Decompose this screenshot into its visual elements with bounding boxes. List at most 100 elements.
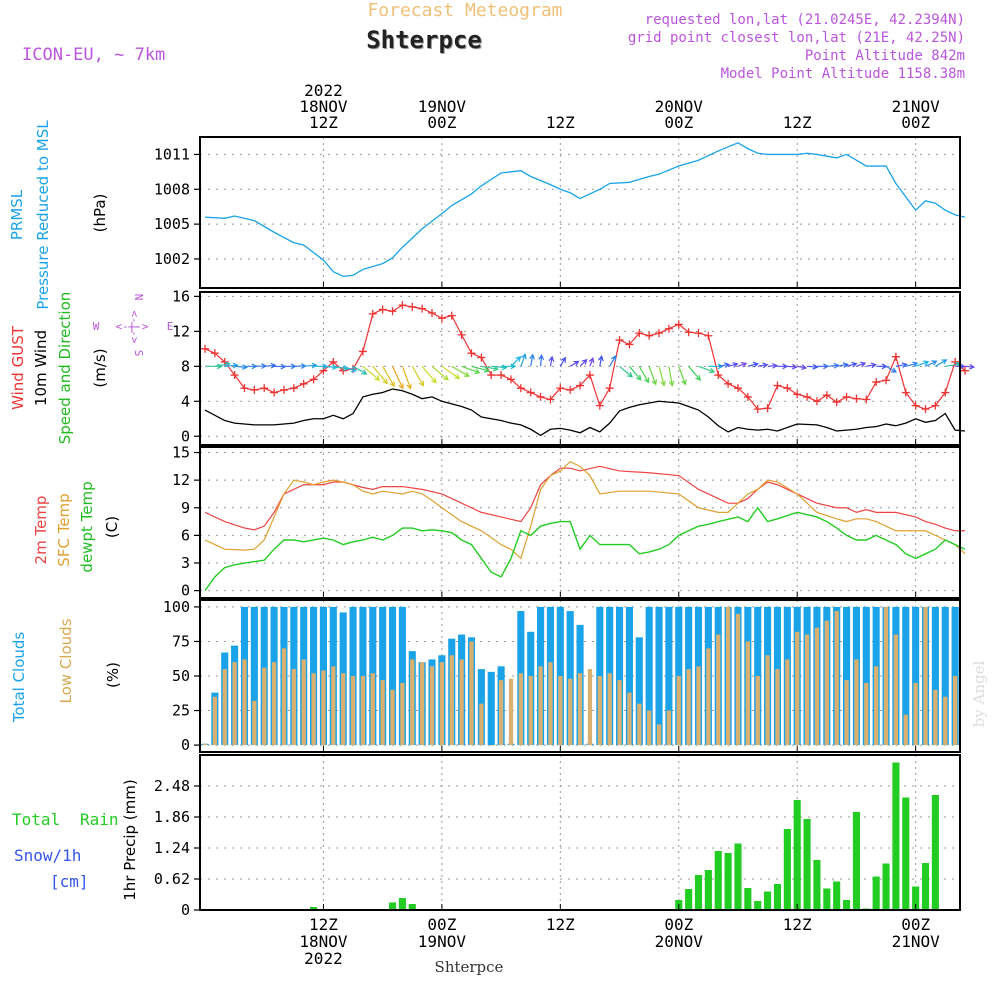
gust-marker <box>270 388 279 397</box>
total-cloud-bar <box>931 606 939 746</box>
low-cloud-bar <box>804 634 810 746</box>
low-cloud-bar <box>449 655 454 746</box>
wind-direction-arrow <box>866 362 877 369</box>
bottom-time-label: 19NOV <box>418 932 467 951</box>
low-cloud-bar <box>558 676 563 746</box>
panel-frame <box>199 136 961 289</box>
y-tick-label: 4 <box>181 392 190 410</box>
wind-direction-arrow <box>638 366 650 384</box>
top-time-label: 20NOV <box>655 97 704 116</box>
gust-marker <box>822 391 831 400</box>
top-time-label: 00Z <box>901 113 930 132</box>
y-tick-label: 12 <box>172 471 190 489</box>
y-tick-label: 16 <box>172 287 190 305</box>
grid-coords: grid point closest lon,lat (21E, 42.25N) <box>628 30 965 46</box>
low-cloud-bar <box>755 676 760 746</box>
wind-direction-arrow <box>648 366 658 386</box>
snow-label: Snow/1h <box>14 846 81 865</box>
low-cloud-bar <box>706 648 711 746</box>
low-cloud-bar <box>775 669 780 746</box>
total-cloud-bar <box>645 606 653 746</box>
gust-marker <box>556 384 565 393</box>
bottom-time-label: 12Z <box>783 915 812 934</box>
low-cloud-bar <box>883 606 889 746</box>
rain-bar <box>931 795 939 910</box>
rain-bar <box>724 853 732 910</box>
bottom-time-label: 00Z <box>427 915 456 934</box>
low-cloud-bar <box>666 710 672 746</box>
clouds-panel <box>201 606 959 746</box>
temp-sfc-line <box>204 461 966 560</box>
temp-labels: 2m Temp SFC Temp dewpt Temp (C) <box>32 481 121 572</box>
total-cloud-bar <box>862 606 870 746</box>
wind-direction-arrow <box>254 363 268 369</box>
low-cloud-bar <box>380 680 385 746</box>
rain-bar <box>833 881 841 910</box>
super-title: Forecast Meteogram <box>367 0 562 21</box>
wind-direction-arrow <box>303 362 318 369</box>
low-clouds-label: Low Clouds <box>57 618 75 703</box>
gust-marker <box>901 388 910 397</box>
y-tick-label: 9 <box>181 499 190 517</box>
y-tick-label: 1002 <box>154 250 190 268</box>
gust-marker <box>655 329 664 338</box>
low-cloud-bar <box>864 682 869 746</box>
bottom-location: Shterpce <box>435 958 504 976</box>
wind-direction-arrow <box>826 362 840 369</box>
gust-marker <box>378 305 387 314</box>
clouds-unit-label: (%) <box>104 662 122 688</box>
gust-marker <box>467 349 476 358</box>
wind-direction-arrow <box>609 355 617 367</box>
low-cloud-bar <box>242 659 247 746</box>
rain-bar <box>892 762 900 910</box>
compass-arrow-h: <-|-> <box>115 320 148 333</box>
wind-direction-arrow <box>205 363 223 370</box>
rain-bar <box>912 886 920 910</box>
low-cloud-bar <box>341 673 346 746</box>
gust-marker <box>566 385 575 394</box>
total-cloud-bar <box>615 606 624 746</box>
wind-direction-arrow <box>767 362 779 369</box>
low-cloud-bar <box>795 631 800 746</box>
bottom-time-label: 00Z <box>901 915 930 934</box>
low-cloud-bar <box>943 696 948 746</box>
rain-bar <box>902 797 910 910</box>
rain-bar <box>734 843 742 910</box>
wind-direction-arrow <box>548 355 555 367</box>
rain-bar <box>921 863 930 910</box>
wind-direction-arrow <box>264 362 277 369</box>
y-tick-label: 1011 <box>154 145 190 163</box>
prmsl-desc-label: Pressure Reduced to MSL <box>34 120 52 310</box>
total-cloud-bar <box>379 606 387 746</box>
y-tick-label: 100 <box>163 598 190 616</box>
total-cloud-bar <box>388 606 397 746</box>
wind-direction-arrow <box>678 366 687 386</box>
panel-frame <box>199 291 961 446</box>
wind-direction-arrow <box>342 365 357 373</box>
wind-direction-arrow <box>579 358 588 367</box>
gust-marker <box>299 379 308 388</box>
wind-direction-arrow <box>925 360 938 367</box>
low-cloud-bar <box>429 666 435 746</box>
y-tick-label: 1008 <box>154 180 190 198</box>
y-tick-label: 8 <box>181 357 190 375</box>
top-time-label: 00Z <box>427 113 456 132</box>
gust-marker <box>783 384 792 393</box>
rain-bar <box>803 819 811 910</box>
wind-direction-arrow <box>797 364 808 371</box>
total-cloud-bar <box>912 606 920 746</box>
wind-direction-arrow <box>559 356 566 367</box>
wind-direction-arrow <box>807 363 819 370</box>
gust-marker <box>931 401 940 410</box>
top-time-label: 12Z <box>309 113 338 132</box>
y-tick-label: 1.86 <box>154 808 190 826</box>
wind-direction-arrow <box>510 355 522 367</box>
compass-north: N <box>132 294 145 301</box>
total-cloud-bar <box>625 606 633 746</box>
gust-marker <box>684 328 693 337</box>
low-cloud-bar <box>725 606 731 746</box>
cloud-labels: Total Clouds Low Clouds (%) <box>10 618 122 723</box>
wind-direction-arrow <box>461 365 481 375</box>
low-cloud-bar <box>281 648 287 746</box>
